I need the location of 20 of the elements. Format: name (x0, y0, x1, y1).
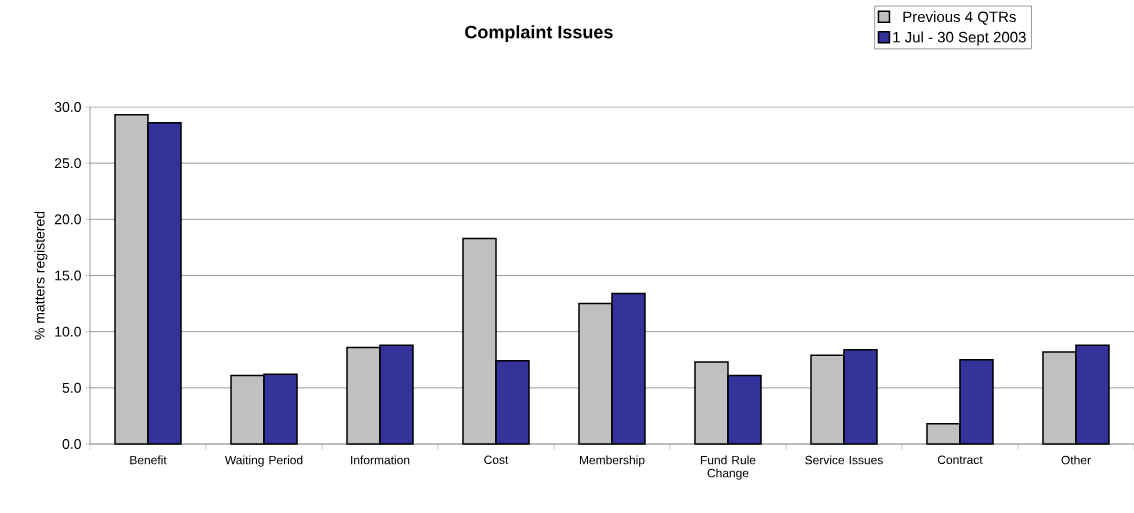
legend-label: 1 Jul - 30 Sept 2003 (893, 31, 1026, 46)
x-tick-label: Benefit (130, 455, 167, 465)
x-tick-label: Service Issues (805, 455, 883, 465)
legend-label: Previous 4 QTRs (903, 11, 1016, 25)
y-tick-label: 0.0 (62, 439, 81, 449)
y-axis-title: % matters registered (34, 211, 48, 340)
x-tick-label: Waiting Period (224, 455, 303, 467)
x-tick-label: Contract (937, 455, 983, 465)
y-tick-label: 30.0 (54, 102, 81, 112)
y-tick-label: 20.0 (54, 214, 81, 225)
x-tick-label: Membership (579, 455, 645, 467)
x-tick-label: Cost (484, 455, 509, 465)
chart-title: Complaint Issues (465, 25, 613, 42)
y-tick-label: 15.0 (55, 270, 81, 281)
y-tick-label: 25.0 (54, 158, 81, 169)
x-tick-label: Other (1061, 455, 1091, 465)
y-tick-label: 10.0 (55, 326, 81, 337)
x-tick-label: Information (351, 455, 410, 465)
x-tick-label: Fund Rule Change (700, 455, 756, 480)
y-tick-label: 5.0 (62, 382, 81, 393)
